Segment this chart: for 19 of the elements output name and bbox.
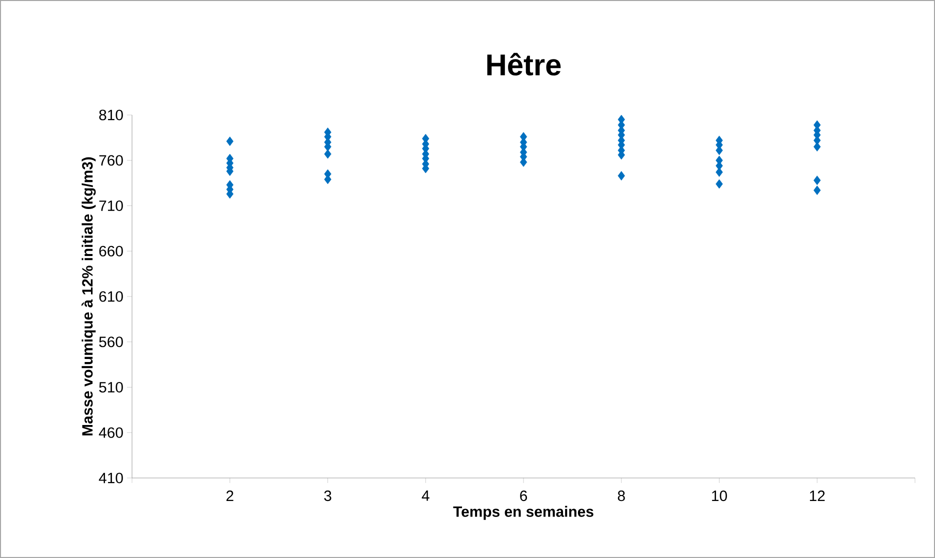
- y-tick-label: 560: [99, 336, 123, 348]
- x-tick-label: 4: [422, 490, 430, 501]
- y-tick-label: 410: [98, 472, 123, 484]
- x-tick-label: 8: [618, 490, 625, 502]
- y-tick-label: 610: [99, 291, 123, 302]
- x-tick-label: 10: [712, 490, 727, 502]
- chart-title: Hêtre: [487, 52, 561, 76]
- y-tick-label: 710: [99, 200, 123, 212]
- y-axis-title: Masse volumique à 12% initiale (kg/m3): [82, 157, 96, 436]
- y-tick-label: 510: [99, 382, 123, 393]
- x-tick-label: 2: [226, 490, 234, 501]
- x-tick-label: 3: [324, 490, 332, 502]
- x-tick-label: 6: [520, 490, 528, 502]
- x-tick-label: 12: [810, 490, 825, 501]
- y-tick-label: 760: [99, 155, 123, 166]
- y-tick-label: 460: [98, 427, 123, 438]
- y-tick-label: 810: [99, 110, 123, 120]
- y-tick-label: 660: [99, 246, 123, 256]
- x-axis-title: Temps en semaines: [453, 506, 594, 520]
